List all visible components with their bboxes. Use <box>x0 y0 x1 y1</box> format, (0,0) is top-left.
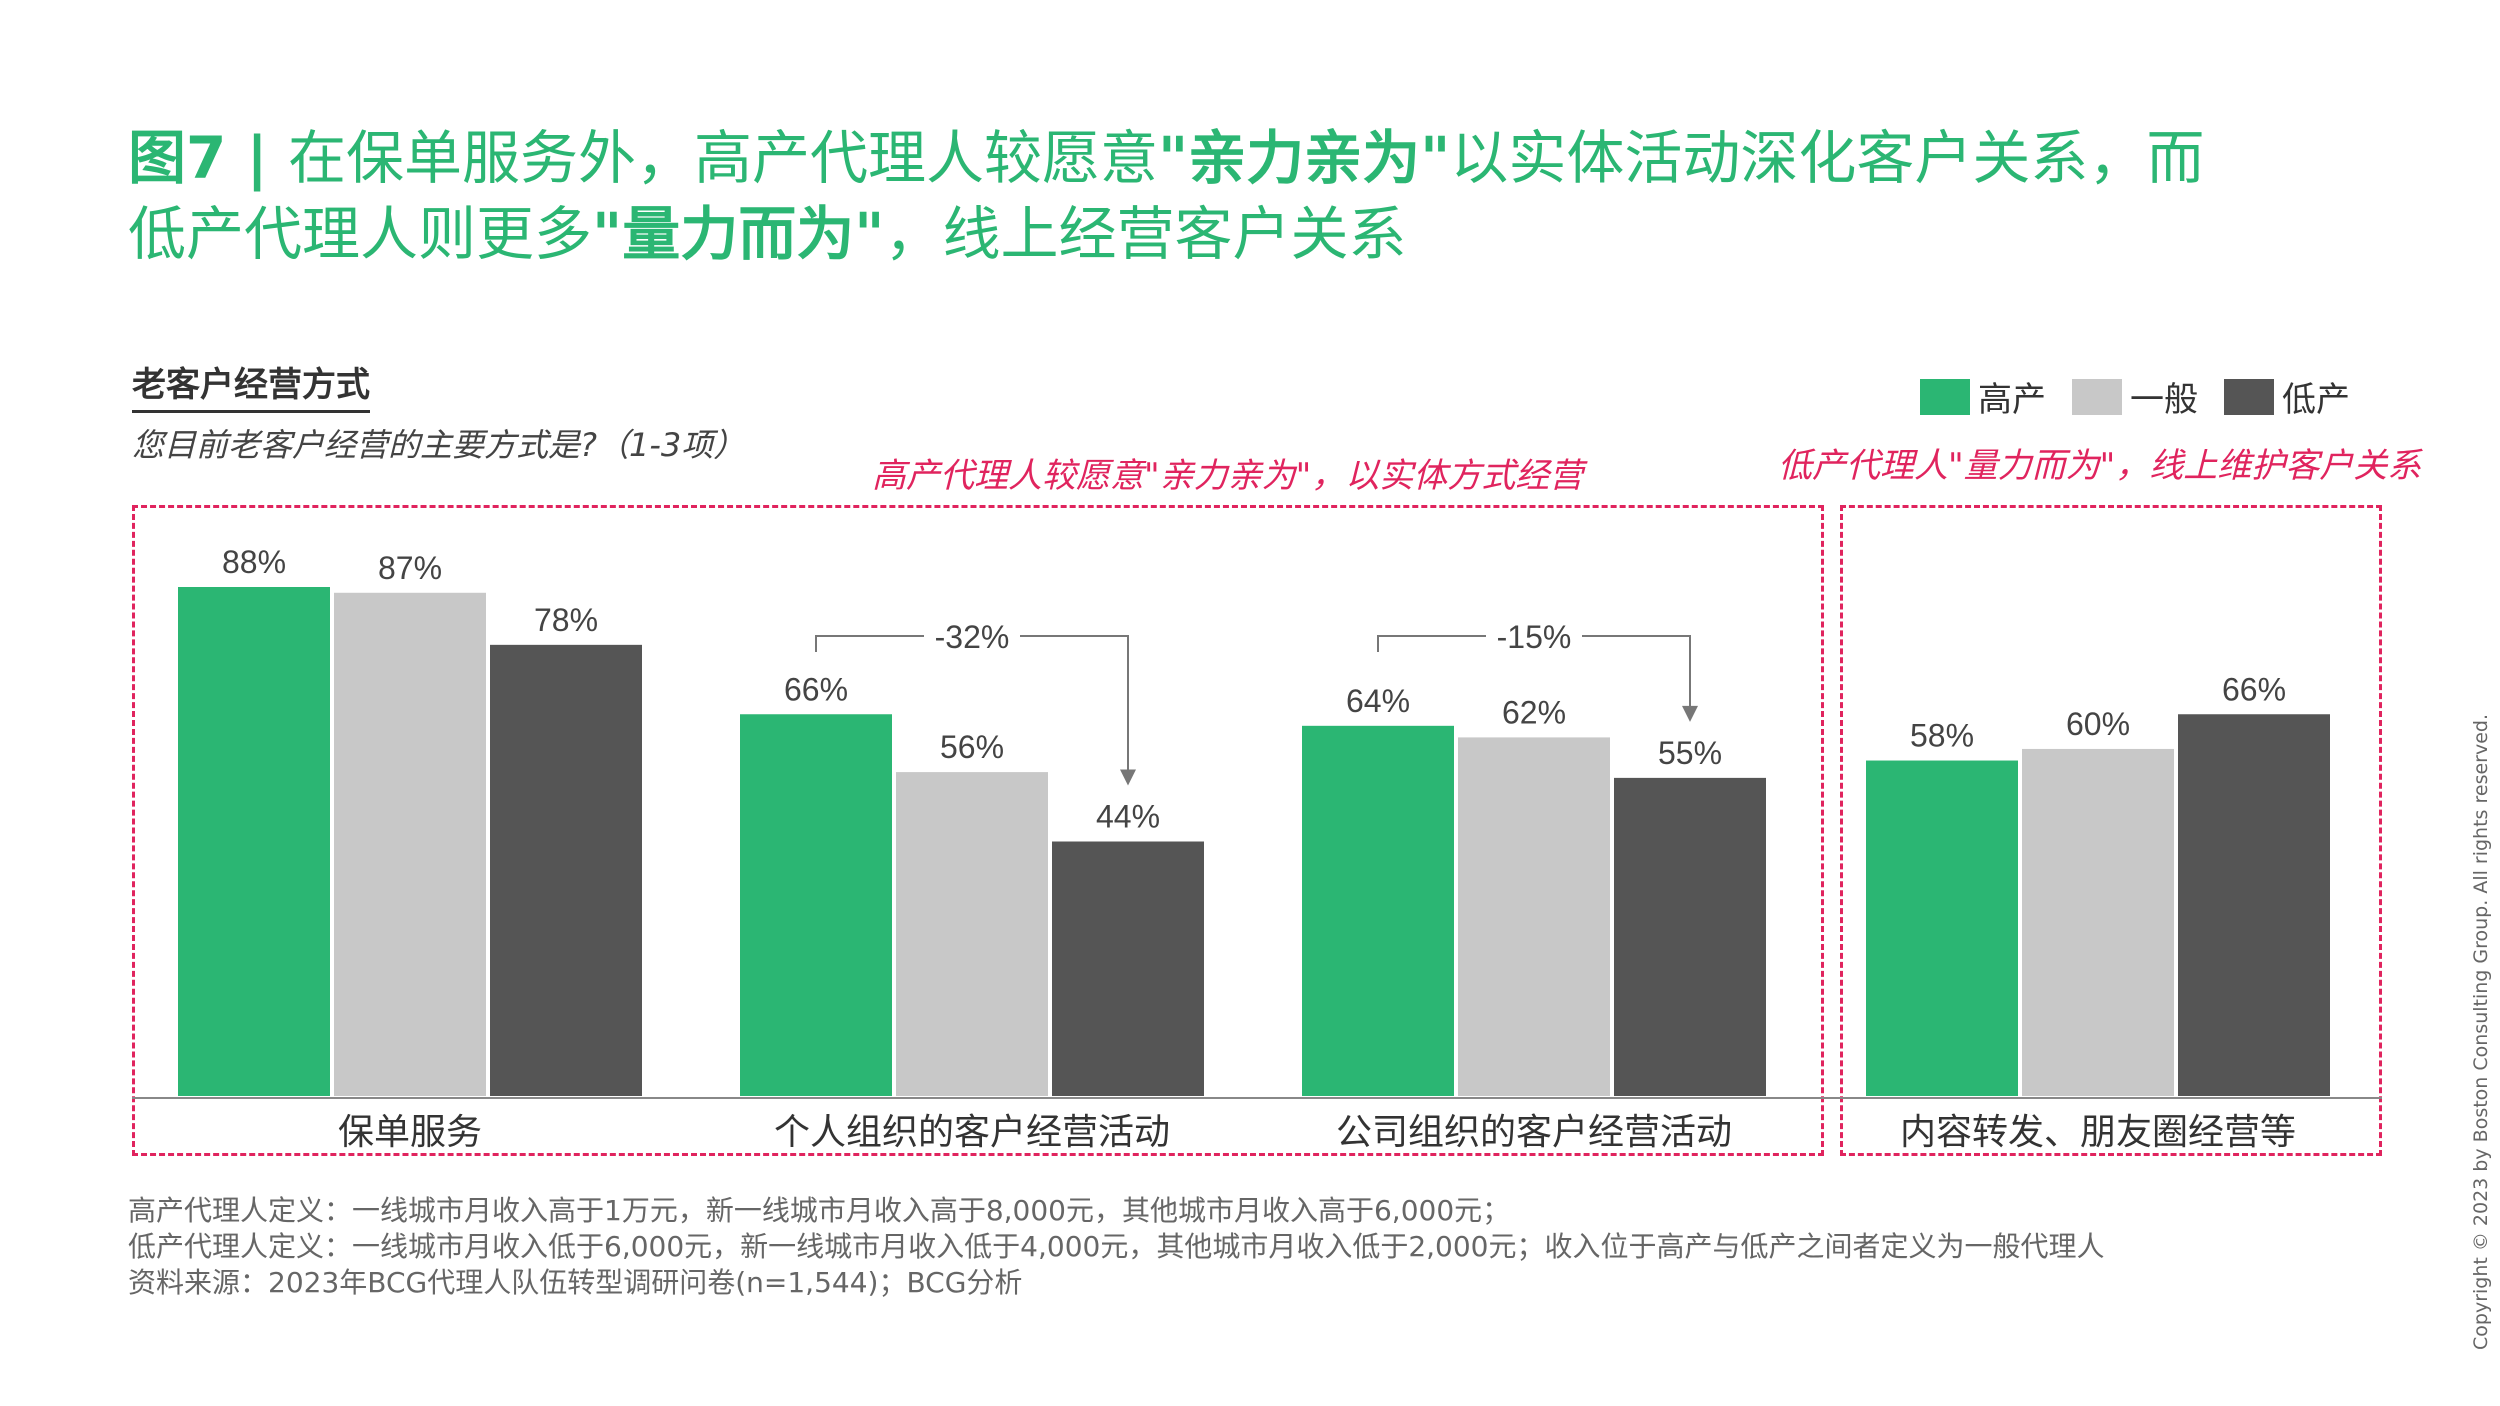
bracket-line <box>1582 635 1691 708</box>
legend-item-mid: 一般 <box>2072 372 2198 421</box>
bar <box>1052 841 1204 1096</box>
bar <box>178 587 330 1096</box>
title-emphasis-2: "量力而为" <box>592 200 885 268</box>
legend-swatch-mid <box>2072 378 2122 415</box>
dashed-box-online <box>1840 505 2382 1156</box>
data-label: 44% <box>1096 799 1160 835</box>
callout-left: 高产代理人较愿意"亲力亲为"，以实体方式经营 <box>872 456 1584 496</box>
bar <box>740 714 892 1096</box>
legend-label-high: 高产 <box>1978 380 2046 420</box>
data-label: 87% <box>378 550 442 586</box>
bracket-arrowhead <box>1120 769 1136 786</box>
legend-label-low: 低产 <box>2282 380 2350 420</box>
data-label: 62% <box>1502 694 1566 730</box>
bar <box>896 772 1048 1096</box>
data-label: 78% <box>534 602 598 638</box>
bracket-line <box>815 635 924 652</box>
title-text-2: 以实体活动深化客户关系，而 <box>1450 124 2205 192</box>
title-emphasis-1: "亲力亲为" <box>1157 124 1451 192</box>
data-label: 55% <box>1658 735 1722 771</box>
category-label: 内容转发、朋友圈经营等 <box>1900 1112 2296 1153</box>
data-label: 66% <box>784 671 848 707</box>
difference-label: -32% <box>935 619 1010 655</box>
bracket-arrowhead <box>1682 705 1698 722</box>
data-label: 58% <box>1910 718 1974 754</box>
bar <box>490 644 642 1096</box>
bar <box>2178 714 2330 1096</box>
legend-label-mid: 一般 <box>2130 380 2198 420</box>
footnote-low-definition: 低产代理人定义：一线城市月收入低于6,000元，新一线城市月收入低于4,000元… <box>128 1230 2105 1263</box>
title-text-1: 在保单服务外，高产代理人较愿意 <box>287 124 1158 192</box>
bar <box>334 592 486 1096</box>
survey-question: 您目前老客户经营的主要方式是?（1-3项） <box>132 426 746 464</box>
bar <box>1614 777 1766 1096</box>
category-label: 个人组织的客户经营活动 <box>774 1112 1170 1153</box>
bar <box>2022 748 2174 1096</box>
bar <box>1866 760 2018 1096</box>
bar <box>1302 725 1454 1096</box>
bracket-line <box>1377 635 1486 652</box>
difference-label: -15% <box>1497 619 1572 655</box>
data-label: 64% <box>1346 683 1410 719</box>
callout-right: 低产代理人"量力而为"，线上维护客户关系 <box>1778 446 2422 486</box>
bracket-line <box>1020 635 1129 772</box>
footnote-source: 资料来源：2023年BCG代理人队伍转型调研问卷(n=1,544)；BCG分析 <box>128 1266 1023 1299</box>
category-label: 公司组织的客户经营活动 <box>1336 1112 1732 1153</box>
data-label: 88% <box>222 544 286 580</box>
legend-item-high: 高产 <box>1920 372 2046 421</box>
figure-number: 图7 | <box>128 124 288 192</box>
data-label: 56% <box>940 729 1004 765</box>
dashed-box-offline <box>132 505 1824 1156</box>
chart-subtitle: 老客户经营方式 <box>132 357 370 413</box>
chart-legend: 高产 一般 低产 <box>1920 372 2376 421</box>
footnotes: 高产代理人定义：一线城市月收入高于1万元，新一线城市月收入高于8,000元，其他… <box>128 1193 2104 1301</box>
category-label: 保单服务 <box>338 1112 482 1153</box>
page-title: 图7 | 在保单服务外，高产代理人较愿意"亲力亲为"以实体活动深化客户关系，而低… <box>128 120 2428 272</box>
footnote-high-definition: 高产代理人定义：一线城市月收入高于1万元，新一线城市月收入高于8,000元，其他… <box>128 1194 1511 1227</box>
data-label: 66% <box>2222 671 2286 707</box>
title-text-3: 低产代理人则更多 <box>128 200 593 268</box>
title-text-4: ，线上经营客户关系 <box>884 200 1407 268</box>
legend-item-low: 低产 <box>2224 372 2350 421</box>
data-label: 60% <box>2066 706 2130 742</box>
copyright: Copyright © 2023 by Boston Consulting Gr… <box>2470 713 2492 1350</box>
legend-swatch-low <box>2224 378 2274 415</box>
legend-swatch-high <box>1920 378 1970 415</box>
bar <box>1458 737 1610 1096</box>
